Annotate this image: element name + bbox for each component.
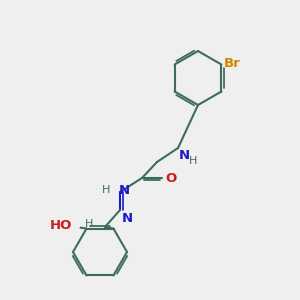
Text: Br: Br bbox=[224, 57, 240, 70]
Text: H: H bbox=[85, 219, 93, 229]
Text: N: N bbox=[119, 184, 130, 196]
Text: H: H bbox=[102, 185, 110, 195]
Text: N: N bbox=[179, 149, 190, 162]
Text: HO: HO bbox=[50, 219, 73, 232]
Text: N: N bbox=[122, 212, 133, 225]
Text: H: H bbox=[189, 156, 197, 166]
Text: O: O bbox=[165, 172, 176, 184]
